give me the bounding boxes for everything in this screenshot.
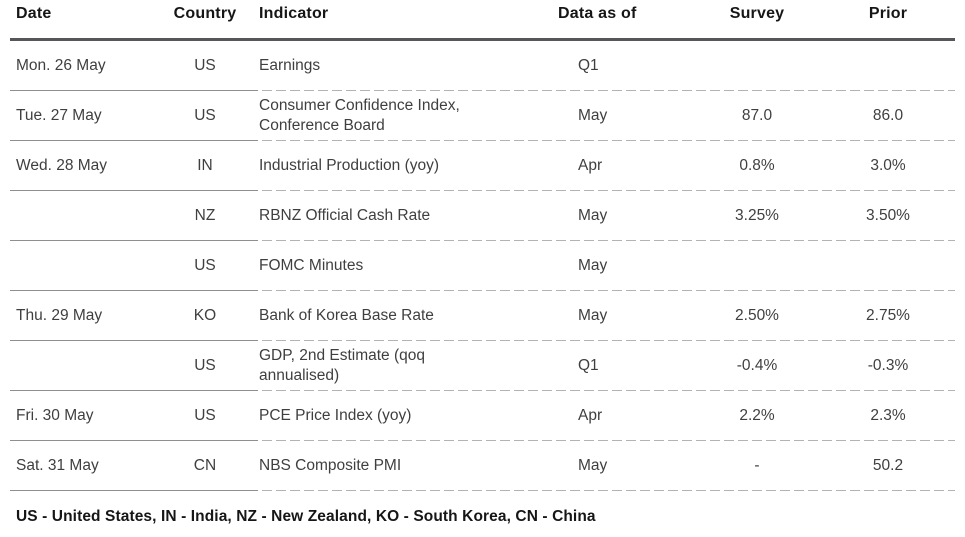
- column-header-indicator: Indicator: [259, 5, 329, 22]
- cell-survey: 87.0: [741, 107, 773, 124]
- cell-prior: 50.2: [872, 457, 904, 474]
- cell-country: US: [194, 57, 216, 74]
- cell-country: US: [194, 257, 216, 274]
- country-codes-footnote: US - United States, IN - India, NZ - New…: [16, 508, 596, 525]
- indicator-text: RBNZ Official Cash Rate: [259, 207, 431, 224]
- cell-date: Thu. 29 May: [16, 307, 103, 324]
- cell-indicator: Earnings: [240, 56, 550, 76]
- indicator-text: Bank of Korea Base Rate: [259, 307, 434, 324]
- cell-country: IN: [197, 157, 213, 174]
- table-row: US FOMC Minutes May: [10, 241, 955, 291]
- cell-prior: 86.0: [872, 107, 904, 124]
- cell-data-as-of: May: [578, 257, 608, 274]
- cell-data-as-of: Apr: [578, 157, 603, 174]
- indicator-text: Earnings: [259, 57, 321, 74]
- cell-indicator: RBNZ Official Cash Rate: [240, 206, 550, 226]
- cell-indicator: Bank of Korea Base Rate: [240, 306, 550, 326]
- economic-calendar-table: Date Country Indicator Data as of Survey…: [10, 0, 955, 491]
- cell-survey: 3.25%: [735, 207, 779, 224]
- column-header-data-as-of: Data as of: [558, 5, 637, 22]
- cell-data-as-of: May: [578, 307, 608, 324]
- column-header-country: Country: [173, 5, 237, 22]
- cell-date: Tue. 27 May: [16, 107, 102, 124]
- table-header-row: Date Country Indicator Data as of Survey…: [10, 0, 955, 41]
- cell-indicator: NBS Composite PMI: [240, 456, 550, 476]
- cell-country: US: [194, 407, 216, 424]
- table-row: NZ RBNZ Official Cash Rate May 3.25% 3.5…: [10, 191, 955, 241]
- cell-survey: 0.8%: [739, 157, 775, 174]
- cell-indicator: Industrial Production (yoy): [240, 156, 550, 176]
- cell-country: US: [194, 107, 216, 124]
- table-row: Mon. 26 May US Earnings Q1: [10, 41, 955, 91]
- indicator-text: FOMC Minutes: [259, 257, 364, 274]
- cell-indicator: PCE Price Index (yoy): [240, 406, 550, 426]
- cell-date: Fri. 30 May: [16, 407, 94, 424]
- cell-country: CN: [193, 457, 217, 474]
- cell-data-as-of: Q1: [578, 57, 599, 74]
- cell-date: Sat. 31 May: [16, 457, 99, 474]
- cell-data-as-of: Apr: [578, 407, 603, 424]
- indicator-text: Consumer Confidence Index, Conference Bo…: [259, 97, 460, 134]
- cell-indicator: GDP, 2nd Estimate (qoq annualised): [240, 346, 550, 386]
- cell-survey: -: [754, 457, 760, 474]
- column-header-date: Date: [16, 5, 52, 22]
- cell-survey: 2.50%: [735, 307, 779, 324]
- column-header-survey: Survey: [729, 5, 785, 22]
- table-row: Fri. 30 May US PCE Price Index (yoy) Apr…: [10, 391, 955, 441]
- cell-data-as-of: May: [578, 457, 608, 474]
- cell-country: US: [194, 357, 216, 374]
- cell-indicator: FOMC Minutes: [240, 256, 550, 276]
- table-row: Thu. 29 May KO Bank of Korea Base Rate M…: [10, 291, 955, 341]
- cell-data-as-of: Q1: [578, 357, 599, 374]
- cell-survey: -0.4%: [736, 357, 778, 374]
- indicator-text: NBS Composite PMI: [259, 457, 402, 474]
- cell-date: Mon. 26 May: [16, 57, 106, 74]
- column-header-prior: Prior: [868, 5, 908, 22]
- table-row: Sat. 31 May CN NBS Composite PMI May - 5…: [10, 441, 955, 491]
- cell-date: Wed. 28 May: [16, 157, 108, 174]
- indicator-text: GDP, 2nd Estimate (qoq annualised): [259, 347, 425, 384]
- table-row: Wed. 28 May IN Industrial Production (yo…: [10, 141, 955, 191]
- table-row: Tue. 27 May US Consumer Confidence Index…: [10, 91, 955, 141]
- cell-country: KO: [193, 307, 217, 324]
- cell-prior: 2.3%: [870, 407, 906, 424]
- table-row: US GDP, 2nd Estimate (qoq annualised) Q1…: [10, 341, 955, 391]
- cell-prior: 3.0%: [870, 157, 906, 174]
- cell-survey: 2.2%: [739, 407, 775, 424]
- cell-prior: -0.3%: [867, 357, 909, 374]
- cell-indicator: Consumer Confidence Index, Conference Bo…: [240, 96, 550, 136]
- cell-prior: 3.50%: [866, 207, 910, 224]
- cell-country: NZ: [194, 207, 216, 224]
- indicator-text: Industrial Production (yoy): [259, 157, 440, 174]
- indicator-text: PCE Price Index (yoy): [259, 407, 412, 424]
- cell-data-as-of: May: [578, 207, 608, 224]
- cell-prior: 2.75%: [866, 307, 910, 324]
- cell-data-as-of: May: [578, 107, 608, 124]
